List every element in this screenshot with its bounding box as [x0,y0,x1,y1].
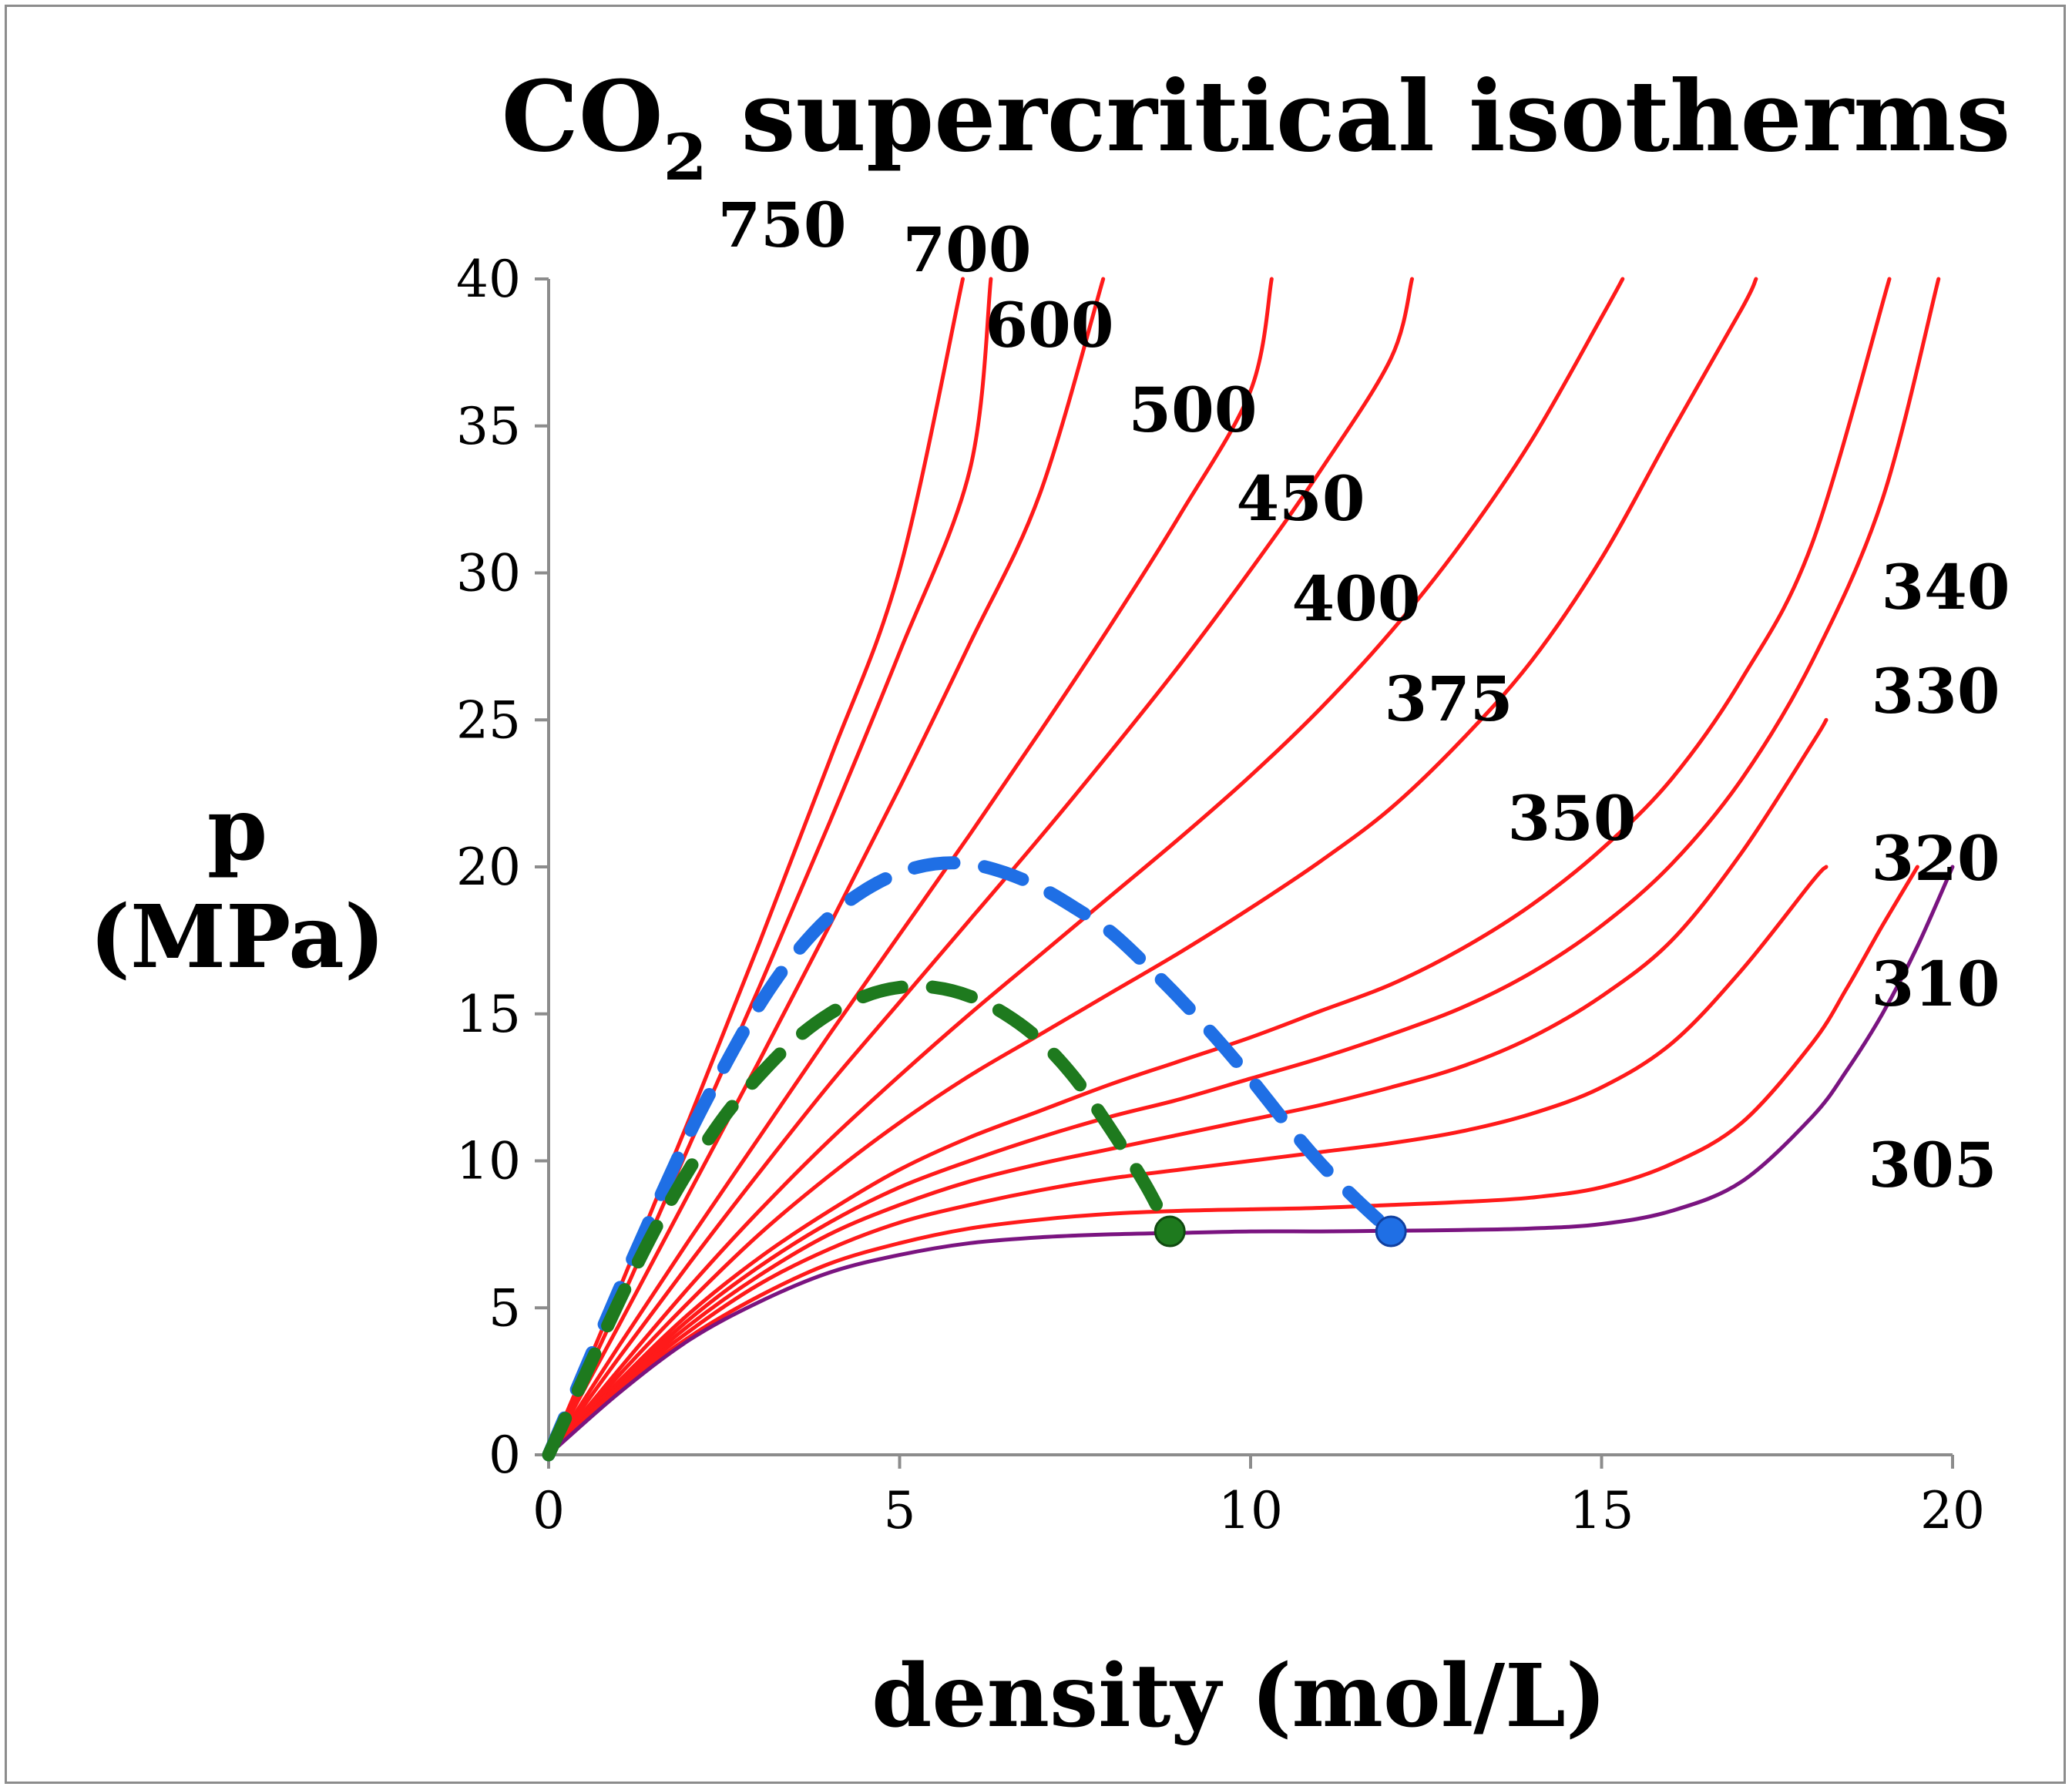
isotherm-line-310 [546,865,1919,1457]
isotherm-line-320 [546,865,1829,1457]
isotherm-line-305 [546,865,1955,1457]
isotherm-line-400 [546,277,1625,1457]
isotherm-line-500 [546,277,1274,1457]
chart-title-subscript: 2 [663,121,707,195]
isotherm-line-330 [546,717,1829,1457]
isotherm-label-350: 350 [1508,782,1637,855]
y-axis-title-line1: p [207,779,267,880]
chart-title-main: CO [502,59,663,173]
x-tick-label: 10 [1218,1481,1283,1540]
chart-title-rest: supercritical isotherms [707,59,2011,173]
isotherm-label-375: 375 [1385,663,1513,735]
y-tick-label: 20 [456,838,521,897]
y-tick-label: 0 [489,1426,521,1485]
isotherm-label-310: 310 [1872,948,2000,1020]
isotherm-label-340: 340 [1882,551,2010,623]
isotherm-label-600: 600 [986,289,1114,361]
green-dashed-line [542,979,1177,1462]
x-tick-label: 20 [1920,1481,1985,1540]
isotherm-label-450: 450 [1237,462,1365,535]
isotherm-label-320: 320 [1872,822,2000,895]
chart-frame [5,5,2066,1784]
isotherm-line-600 [546,277,1106,1457]
isotherm-line-700 [546,277,993,1457]
blue-dashed-line [542,856,1398,1462]
y-tick-label: 40 [456,250,521,309]
y-tick-label: 15 [456,985,521,1044]
isotherm-label-750: 750 [718,189,847,261]
y-tick-label: 30 [456,544,521,603]
isotherm-line-340 [546,277,1941,1457]
chart-title: CO2 supercritical isotherms [502,59,2011,195]
dashed-curves [542,856,1407,1462]
isotherm-label-500: 500 [1129,374,1258,446]
y-tick-label: 10 [456,1132,521,1191]
y-tick-label: 25 [456,690,521,750]
isotherm-line-350 [546,277,1892,1457]
y-axis-title-line2: (MPa) [89,887,385,988]
isotherm-label-330: 330 [1872,655,2000,727]
blue-dashed-endpoint [1375,1215,1407,1248]
x-tick-label: 5 [884,1481,916,1540]
isotherm-line-375 [546,277,1758,1457]
axes [547,279,1953,1456]
y-tick-label: 5 [489,1278,521,1338]
x-tick-label: 15 [1570,1481,1634,1540]
isotherm-label-305: 305 [1869,1129,1997,1201]
isotherm-curves [546,277,1955,1457]
y-tick-label: 35 [456,397,521,456]
isotherm-label-700: 700 [903,213,1032,286]
isotherm-label-400: 400 [1292,563,1421,635]
x-tick-label: 0 [532,1481,565,1540]
green-dashed-endpoint [1154,1215,1186,1248]
x-axis-title: density (mol/L) [871,1646,1607,1747]
